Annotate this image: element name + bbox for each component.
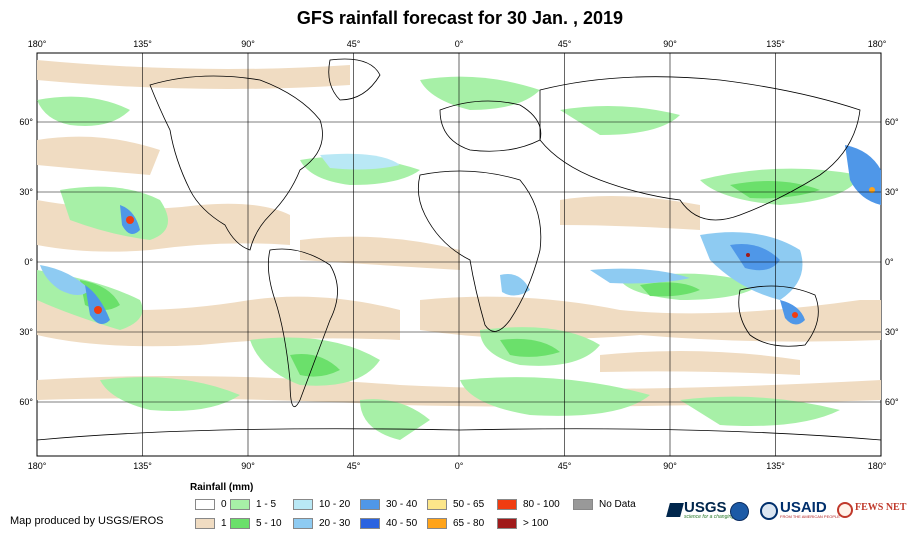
- fews-logo-text: FEWS NET: [855, 502, 907, 513]
- legend-swatch: [293, 517, 313, 529]
- lon-label: 90°: [241, 39, 255, 49]
- lon-label: 135°: [766, 461, 785, 471]
- usaid-seal-icon: [760, 502, 778, 520]
- lat-label: 0°: [24, 257, 33, 267]
- lon-labels-bottom: 180° 135° 90° 45° 0° 45° 90° 135° 180°: [28, 461, 887, 471]
- usgs-logo: USGS science for a changing world: [666, 499, 748, 520]
- legend-label: 10 - 20: [319, 498, 351, 510]
- legend-label: 1: [221, 517, 227, 529]
- noaa-logo-icon: [730, 502, 749, 521]
- lon-label: 0°: [455, 39, 464, 49]
- lat-label: 30°: [19, 187, 33, 197]
- legend-swatch: [293, 498, 313, 510]
- legend-item: 0: [195, 497, 227, 511]
- lon-label: 135°: [766, 39, 785, 49]
- lon-label: 90°: [663, 39, 677, 49]
- lon-label: 180°: [868, 461, 887, 471]
- asia-outline: [539, 76, 861, 221]
- lon-labels-top: 180° 135° 90° 45° 0° 45° 90° 135° 180°: [28, 39, 887, 49]
- lat-label: 60°: [885, 117, 899, 127]
- lat-labels-right: 60° 30° 0° 30° 60°: [885, 117, 899, 407]
- legend-label: 20 - 30: [319, 517, 351, 529]
- legend-label: 0: [221, 498, 227, 510]
- usgs-tagline: science for a changing world: [684, 514, 748, 520]
- legend-swatch: [360, 498, 380, 510]
- legend-label: > 100: [523, 517, 549, 529]
- rainfall-map: 180° 135° 90° 45° 0° 45° 90° 135° 180° 1…: [19, 39, 899, 471]
- legend-swatch: [427, 498, 447, 510]
- legend-swatch: [573, 498, 593, 510]
- usgs-logo-text: USGS: [684, 499, 727, 516]
- usgs-wave-icon: [666, 503, 684, 517]
- legend-item: 30 - 40: [360, 497, 417, 511]
- legend-label: 80 - 100: [523, 498, 560, 510]
- legend-item: 1: [195, 516, 227, 530]
- legend-item: > 100: [497, 516, 548, 530]
- legend-label: 40 - 50: [386, 517, 418, 529]
- lon-label: 135°: [133, 39, 152, 49]
- legend-item: No Data: [573, 497, 636, 511]
- lat-label: 60°: [19, 397, 33, 407]
- fews-logo: FEWS NET: [855, 502, 906, 513]
- africa-outline: [417, 170, 542, 332]
- legend-label: No Data: [599, 498, 636, 510]
- legend-swatch: [497, 498, 517, 510]
- lon-label: 45°: [347, 461, 361, 471]
- usaid-logo-text: USAID: [780, 499, 827, 516]
- legend-swatch: [195, 498, 215, 510]
- lat-label: 60°: [19, 117, 33, 127]
- lon-label: 45°: [558, 461, 572, 471]
- legend-label: 5 - 10: [256, 517, 282, 529]
- greenland-outline: [328, 58, 381, 101]
- usaid-logo: USAID FROM THE AMERICAN PEOPLE: [780, 500, 840, 519]
- legend-label: 65 - 80: [453, 517, 485, 529]
- south-america-outline: [267, 248, 338, 407]
- graticule: [37, 53, 881, 456]
- legend-swatch: [427, 517, 447, 529]
- lat-label: 30°: [885, 327, 899, 337]
- usaid-tagline: FROM THE AMERICAN PEOPLE: [780, 514, 840, 519]
- legend-item: 50 - 65: [427, 497, 484, 511]
- lon-label: 45°: [558, 39, 572, 49]
- legend-title: Rainfall (mm): [190, 482, 254, 493]
- lon-label: 180°: [28, 461, 47, 471]
- continent-outlines: [36, 58, 882, 441]
- legend-label: 30 - 40: [386, 498, 418, 510]
- legend-item: 65 - 80: [427, 516, 484, 530]
- lon-label: 0°: [455, 461, 464, 471]
- legend-label: 1 - 5: [256, 498, 277, 510]
- north-america-outline: [149, 75, 323, 251]
- australia-outline: [738, 285, 819, 347]
- legend-swatch: [230, 517, 250, 529]
- lon-label: 45°: [347, 39, 361, 49]
- lat-label: 30°: [885, 187, 899, 197]
- legend-item: 10 - 20: [293, 497, 350, 511]
- legend-swatch: [360, 517, 380, 529]
- legend-swatch: [497, 517, 517, 529]
- legend-item: 80 - 100: [497, 497, 560, 511]
- lat-labels-left: 60° 30° 0° 30° 60°: [19, 117, 33, 407]
- lon-label: 90°: [241, 461, 255, 471]
- lon-label: 180°: [28, 39, 47, 49]
- lat-label: 0°: [885, 257, 894, 267]
- rainfall-hotspots: [94, 187, 875, 318]
- map-title: GFS rainfall forecast for 30 Jan. , 2019: [296, 8, 624, 28]
- legend-swatch: [195, 517, 215, 529]
- lat-label: 60°: [885, 397, 899, 407]
- map-credit: Map produced by USGS/EROS: [10, 515, 164, 527]
- legend-swatch: [230, 498, 250, 510]
- lat-label: 30°: [19, 327, 33, 337]
- legend-label: 50 - 65: [453, 498, 485, 510]
- lon-label: 180°: [868, 39, 887, 49]
- legend-item: 5 - 10: [230, 516, 282, 530]
- lon-label: 135°: [133, 461, 152, 471]
- lon-label: 90°: [663, 461, 677, 471]
- antarctica-outline: [36, 428, 882, 441]
- legend-item: 40 - 50: [360, 516, 417, 530]
- legend-item: 20 - 30: [293, 516, 350, 530]
- fews-globe-icon: [837, 502, 853, 518]
- legend-item: 1 - 5: [230, 497, 276, 511]
